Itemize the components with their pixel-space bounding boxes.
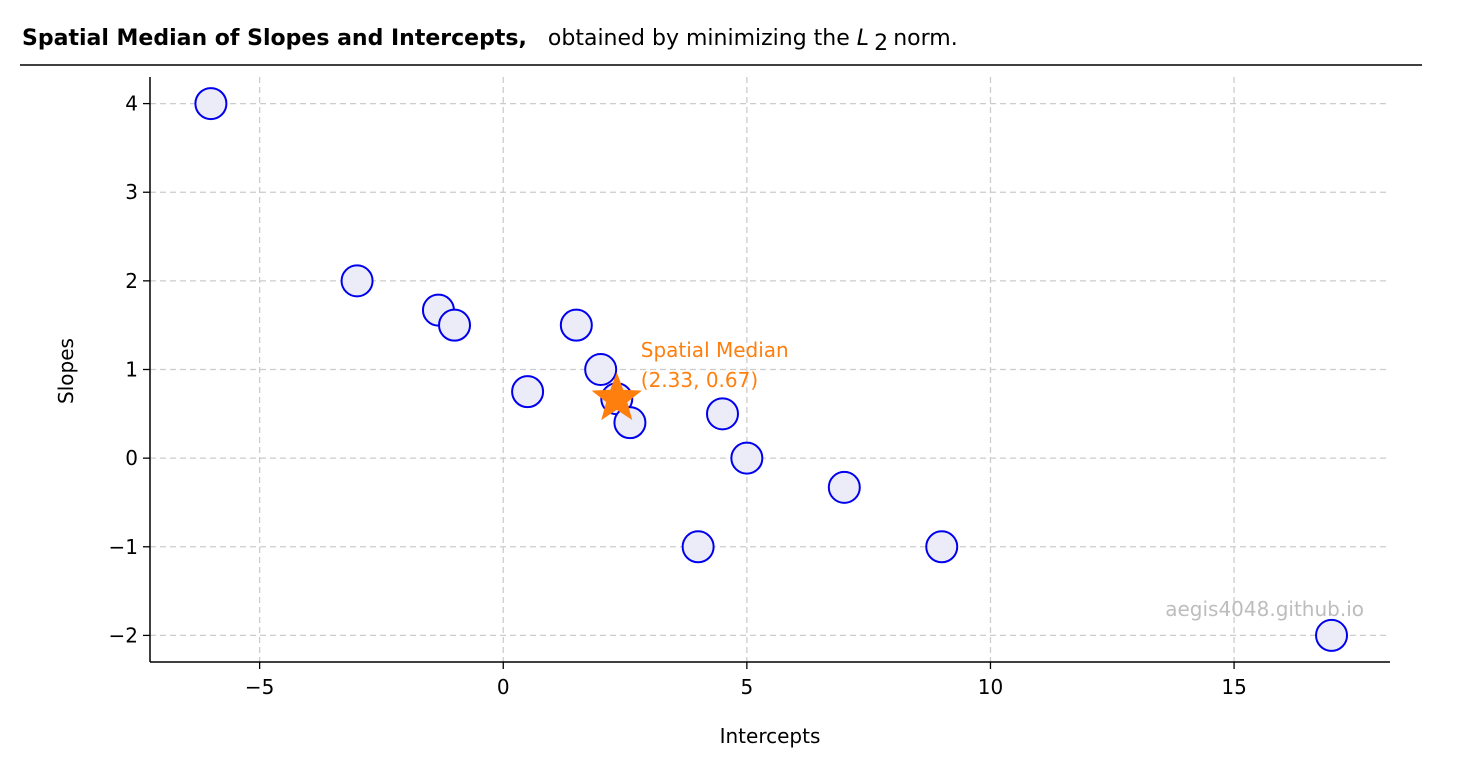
y-tick-label: 3 <box>125 180 138 204</box>
data-point <box>705 397 739 431</box>
y-tick-label: 2 <box>125 269 138 293</box>
x-tick-label: 15 <box>1221 675 1246 699</box>
data-point <box>340 264 374 298</box>
data-point <box>1315 618 1349 652</box>
chart-title-tail: norm. <box>893 26 958 51</box>
data-point <box>559 308 593 342</box>
y-tick-label: 4 <box>125 92 138 116</box>
spatial-median-label: Spatial Median <box>641 338 789 362</box>
x-ticks: −5 0 5 10 15 <box>245 662 1247 699</box>
data-point <box>438 308 472 342</box>
y-tick-label: −2 <box>109 623 138 647</box>
chart-title-math-subscript: 2 <box>874 31 888 56</box>
x-tick-label: −5 <box>245 675 274 699</box>
grid <box>150 77 1390 662</box>
data-point <box>194 87 228 121</box>
x-tick-label: 0 <box>497 675 510 699</box>
y-axis-label: Slopes <box>54 338 78 404</box>
y-tick-label: 0 <box>125 446 138 470</box>
data-point <box>681 530 715 564</box>
spatial-median: Spatial Median (2.33, 0.67) <box>591 338 789 421</box>
data-point <box>584 353 618 386</box>
chart-title: Spatial Median of Slopes and Intercepts,… <box>22 26 958 56</box>
data-point <box>925 530 959 564</box>
data-point <box>827 470 861 504</box>
data-point <box>730 441 764 475</box>
spatial-median-coords: (2.33, 0.67) <box>641 368 758 392</box>
x-axis-label: Intercepts <box>720 724 821 748</box>
scatter-points <box>194 87 1349 652</box>
y-ticks: −2 −1 0 1 2 3 4 <box>109 92 150 647</box>
data-point <box>613 406 647 440</box>
y-tick-label: 1 <box>125 358 138 382</box>
chart-title-math-symbol: L <box>857 26 869 51</box>
chart-title-bold: Spatial Median of Slopes and Intercepts, <box>22 26 527 51</box>
chart-title-normal: obtained by minimizing the <box>548 26 857 51</box>
x-tick-label: 5 <box>740 675 753 699</box>
x-tick-label: 10 <box>978 675 1003 699</box>
spatial-median-star <box>591 372 642 421</box>
data-point <box>511 375 545 409</box>
y-tick-label: −1 <box>109 535 138 559</box>
watermark: aegis4048.github.io <box>1165 597 1364 621</box>
